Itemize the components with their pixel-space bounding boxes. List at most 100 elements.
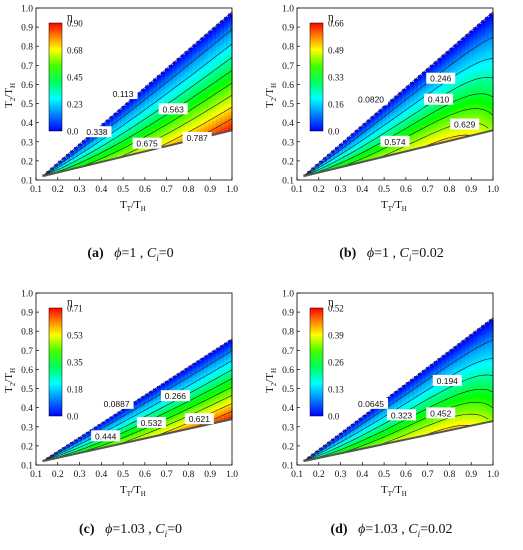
heatmap-cell — [200, 112, 205, 116]
heatmap-cell — [418, 137, 423, 140]
heatmap-cell — [362, 132, 368, 135]
heatmap-cell — [204, 127, 209, 131]
heatmap-cell — [465, 85, 470, 89]
heatmap-cell — [390, 121, 395, 123]
heatmap-cell — [473, 107, 478, 111]
heatmap-cell — [370, 128, 376, 131]
heatmap-cell — [433, 61, 439, 64]
heatmap-cell — [382, 117, 388, 120]
heatmap-cell — [465, 98, 470, 101]
heatmap-cell — [224, 71, 229, 75]
heatmap-cell — [418, 122, 423, 125]
heatmap-cell — [449, 136, 455, 140]
heatmap-cell — [196, 47, 202, 50]
heatmap-cell — [188, 111, 194, 114]
heatmap-cell — [97, 155, 103, 157]
heatmap-cell — [184, 86, 190, 90]
heatmap-cell — [461, 108, 466, 112]
heatmap-cell — [366, 134, 372, 136]
heatmap-cell — [129, 122, 134, 125]
heatmap-cell — [398, 118, 403, 121]
heatmap-cell — [220, 71, 225, 75]
heatmap-cell — [354, 134, 360, 136]
heatmap-cell — [176, 89, 182, 93]
heatmap-cell — [208, 87, 213, 91]
heatmap-cell — [121, 129, 127, 131]
heatmap-cell — [449, 115, 455, 118]
heatmap-cell — [172, 85, 178, 88]
heatmap-cell — [200, 81, 205, 84]
heatmap-cell — [93, 159, 99, 161]
heatmap-cell — [109, 126, 115, 128]
chart-panel: 0.1 0.2 0.3 0.4 0.5 0.6 0.7 0.8 0.9 1.00.10.20.30… — [264, 5, 499, 214]
heatmap-cell — [137, 126, 142, 129]
heatmap-cell — [180, 89, 186, 92]
heatmap-cell — [164, 86, 170, 89]
heatmap-cell — [421, 140, 427, 143]
heatmap-cell — [172, 64, 178, 68]
heatmap-cell — [421, 87, 427, 90]
heatmap-cell — [160, 140, 166, 143]
heatmap-cell — [429, 68, 435, 71]
heatmap-cell — [477, 30, 482, 34]
heatmap-cell — [390, 123, 395, 126]
heatmap-cell — [425, 82, 431, 86]
heatmap-cell — [192, 81, 198, 85]
heatmap-cell — [382, 134, 388, 137]
heatmap-cell — [366, 124, 372, 127]
heatmap-cell — [485, 55, 490, 59]
heatmap-cell — [370, 127, 376, 129]
heatmap-cell — [382, 108, 388, 110]
heatmap-cell — [129, 115, 134, 118]
heatmap-cell — [390, 110, 395, 113]
heatmap-cell — [410, 147, 415, 150]
heatmap-cell — [481, 67, 486, 71]
heatmap-cell — [457, 47, 463, 50]
heatmap-cell — [469, 63, 474, 67]
heatmap-cell — [200, 118, 205, 122]
heatmap-cell — [402, 88, 407, 91]
heatmap-cell — [441, 65, 447, 69]
heatmap-cell — [196, 101, 202, 105]
heatmap-cell — [188, 109, 194, 113]
heatmap-cell — [141, 129, 146, 132]
heatmap-cell — [354, 151, 360, 153]
heatmap-cell — [449, 47, 455, 51]
heatmap-cell — [465, 68, 470, 71]
heatmap-cell — [145, 129, 150, 132]
heatmap-cell — [453, 60, 459, 63]
heatmap-cell — [461, 77, 466, 80]
heatmap-cell — [113, 133, 119, 136]
heatmap-cell — [418, 88, 423, 91]
heatmap-cell — [429, 128, 435, 131]
heatmap-cell — [113, 113, 119, 116]
heatmap-cell — [465, 72, 470, 76]
heatmap-cell — [465, 40, 470, 44]
heatmap-cell — [457, 93, 463, 97]
heatmap-cell — [113, 138, 119, 141]
heatmap-cell — [366, 144, 372, 146]
heatmap-cell — [149, 104, 154, 107]
heatmap-cell — [378, 115, 384, 118]
heatmap-cell — [390, 100, 395, 103]
heatmap-cell — [184, 60, 190, 64]
heatmap-cell — [192, 129, 198, 133]
heatmap-cell — [414, 124, 419, 127]
heatmap-cell — [121, 110, 127, 112]
heatmap-cell — [441, 134, 447, 138]
heatmap-cell — [398, 116, 403, 119]
heatmap-cell — [445, 105, 451, 109]
heatmap-cell — [93, 150, 99, 153]
heatmap-cell — [394, 118, 399, 121]
heatmap-cell — [160, 126, 166, 129]
heatmap-cell — [204, 91, 209, 95]
contour-label-text: 0.338 — [86, 127, 108, 137]
heatmap-cell — [192, 101, 198, 105]
heatmap-cell — [414, 82, 419, 86]
heatmap-cell — [188, 57, 194, 60]
heatmap-cell — [137, 150, 142, 153]
heatmap-cell — [374, 136, 380, 139]
heatmap-cell — [117, 153, 123, 156]
heatmap-cell — [149, 124, 154, 127]
heatmap-cell — [433, 104, 439, 107]
